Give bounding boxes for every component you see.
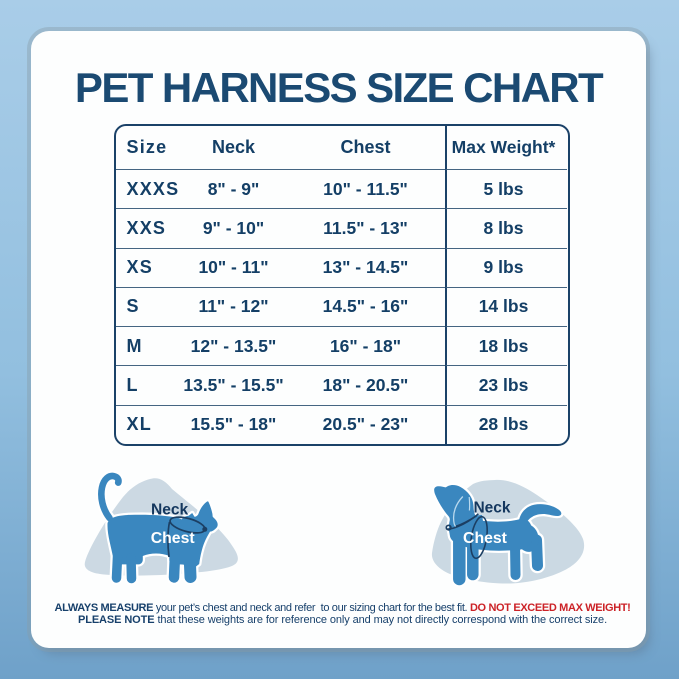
svg-text:Neck: Neck (151, 502, 189, 519)
svg-text:Chest: Chest (463, 530, 508, 547)
svg-text:Neck: Neck (473, 500, 510, 517)
svg-text:Chest: Chest (151, 530, 196, 547)
